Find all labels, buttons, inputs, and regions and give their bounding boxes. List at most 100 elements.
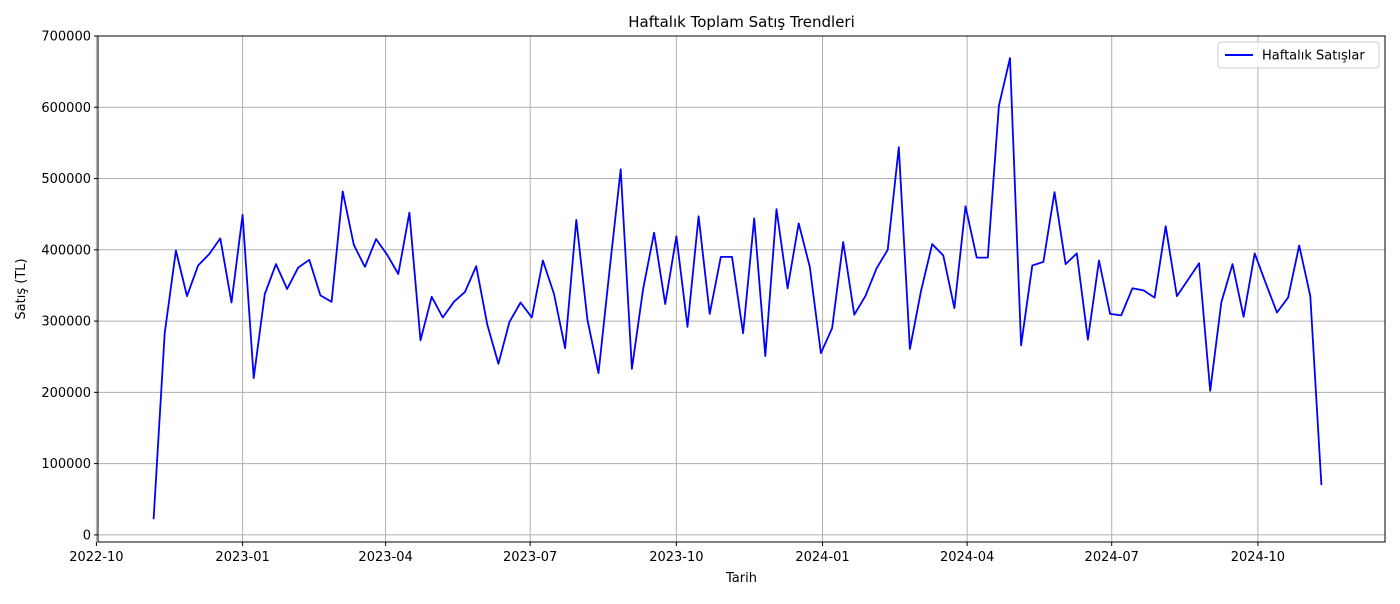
data-point <box>809 266 811 268</box>
data-point <box>431 296 433 298</box>
data-point <box>698 215 700 217</box>
data-point <box>798 222 800 224</box>
data-point <box>331 301 333 303</box>
data-point <box>1165 225 1167 227</box>
data-point <box>564 347 566 349</box>
x-axis-title: Tarih <box>725 571 757 586</box>
data-point <box>953 307 955 309</box>
data-point <box>531 317 533 319</box>
series-line-0 <box>152 57 1323 520</box>
data-point <box>631 368 633 370</box>
data-point <box>1154 297 1156 299</box>
data-point <box>1276 312 1278 314</box>
data-point <box>942 255 944 257</box>
data-point <box>598 372 600 374</box>
data-point <box>731 256 733 258</box>
data-point <box>575 219 577 221</box>
data-point <box>1054 191 1056 193</box>
data-point <box>1254 252 1256 254</box>
x-tick-label: 2024-04 <box>940 550 994 565</box>
data-point <box>831 327 833 329</box>
data-point <box>408 212 410 214</box>
x-tick-label: 2022-10 <box>69 550 123 565</box>
y-axis-title: Satış (TL) <box>14 258 29 319</box>
data-point <box>742 332 744 334</box>
data-point <box>497 363 499 365</box>
data-point <box>909 348 911 350</box>
data-point <box>208 253 210 255</box>
y-tick-label: 200000 <box>41 386 91 401</box>
data-point <box>1298 245 1300 247</box>
data-point <box>931 243 933 245</box>
data-point <box>586 319 588 321</box>
data-point <box>319 294 321 296</box>
data-point <box>175 250 177 252</box>
data-point <box>253 377 255 379</box>
data-point <box>1243 316 1245 318</box>
data-point <box>853 314 855 316</box>
data-point <box>353 244 355 246</box>
data-point <box>687 326 689 328</box>
data-point <box>1009 57 1011 59</box>
y-tick-label: 500000 <box>41 172 91 187</box>
data-point <box>776 208 778 210</box>
data-point <box>787 287 789 289</box>
data-point <box>720 256 722 258</box>
chart-title: Haftalık Toplam Satış Trendleri <box>628 13 855 31</box>
data-point <box>998 105 1000 107</box>
data-point <box>864 295 866 297</box>
data-point <box>197 265 199 267</box>
data-point <box>164 332 166 334</box>
data-point <box>1042 261 1044 263</box>
data-point <box>675 235 677 237</box>
data-point <box>976 257 978 259</box>
data-point <box>442 317 444 319</box>
data-point <box>520 302 522 304</box>
data-point <box>876 267 878 269</box>
data-point <box>308 259 310 261</box>
y-tick-label: 600000 <box>41 101 91 116</box>
data-point <box>620 168 622 170</box>
x-tick-label: 2024-07 <box>1085 550 1139 565</box>
data-point <box>1087 339 1089 341</box>
data-point <box>297 267 299 269</box>
data-point <box>364 266 366 268</box>
x-tick-label: 2023-04 <box>358 550 412 565</box>
data-point <box>709 313 711 315</box>
data-point <box>1265 282 1267 284</box>
legend-label-haftalik-satislar: Haftalık Satışlar <box>1262 49 1365 64</box>
data-point <box>1320 484 1322 486</box>
data-point <box>653 232 655 234</box>
data-point <box>453 301 455 303</box>
data-point <box>1220 302 1222 304</box>
y-tick-label: 400000 <box>41 243 91 258</box>
data-point <box>509 321 511 323</box>
x-tick-label: 2023-07 <box>503 550 557 565</box>
data-point <box>764 355 766 357</box>
data-point <box>1098 260 1100 262</box>
data-point <box>753 217 755 219</box>
y-tick-label: 700000 <box>41 30 91 45</box>
data-point <box>1065 263 1067 265</box>
legend-box <box>1217 41 1380 69</box>
data-point <box>965 205 967 207</box>
data-point <box>153 518 155 520</box>
data-point <box>1287 297 1289 299</box>
data-point <box>1076 252 1078 254</box>
data-point <box>1143 289 1145 291</box>
data-point <box>1209 390 1211 392</box>
data-point <box>420 339 422 341</box>
data-point <box>1309 295 1311 297</box>
data-point <box>820 352 822 354</box>
data-point <box>1020 344 1022 346</box>
y-tick-label: 0 <box>83 528 91 543</box>
x-tick-label: 2024-10 <box>1231 550 1285 565</box>
data-point <box>1187 279 1189 281</box>
y-tick-label: 300000 <box>41 315 91 330</box>
x-tick-label: 2024-01 <box>795 550 849 565</box>
data-point <box>920 290 922 292</box>
data-point <box>1176 295 1178 297</box>
data-point <box>887 249 889 251</box>
